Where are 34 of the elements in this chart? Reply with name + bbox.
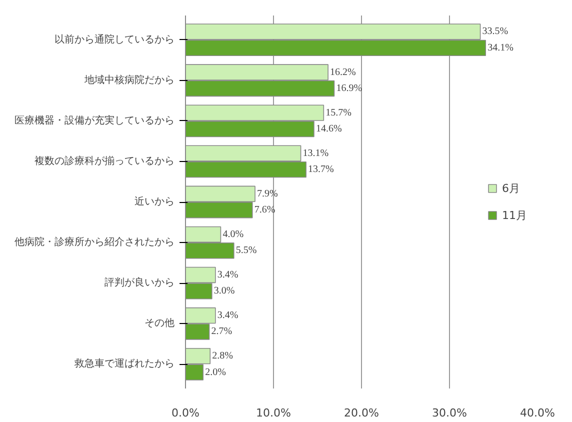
x-tick-label: 30.0% [432,406,467,420]
data-label: 2.7% [211,326,232,338]
data-label: 3.0% [214,286,235,297]
data-label: 16.9% [336,82,362,94]
x-tick-label: 40.0% [520,406,555,420]
legend-label: 6月 [502,180,521,196]
y-tick-label: 複数の診療科が揃っているから [34,154,174,167]
x-tick-label: 20.0% [344,406,379,420]
y-tick-label: 近いから [134,196,174,208]
data-label: 3.4% [217,310,238,322]
data-label: 34.1% [488,42,514,54]
data-label: 3.4% [217,269,238,280]
data-label: 16.2% [330,66,356,78]
data-label: 5.5% [236,245,257,256]
y-tick-label: 救急車で運ばれたから [74,358,174,370]
data-label: 13.7% [308,164,334,176]
x-tick-label: 10.0% [256,406,291,420]
data-label: 7.6% [254,204,276,216]
y-tick-label: 他病院・診療所から紹介されたから [14,236,174,248]
data-label: 4.0% [222,228,244,240]
data-label: 33.5% [482,26,508,38]
data-label: 7.9% [257,188,278,200]
y-tick-label: 地域中核病院だから [84,74,174,86]
x-tick-label: 0.0% [172,406,200,420]
legend-label: 11月 [502,208,527,222]
data-label: 14.6% [316,124,342,135]
data-label: 13.1% [302,148,329,159]
y-tick-label: その他 [144,317,174,330]
data-label: 15.7% [326,107,352,118]
y-tick-label: 以前から通院しているから [54,33,174,46]
y-tick-label: 評判が良いから [104,276,174,289]
y-tick-label: 医療機器・設備が充実しているから [14,114,174,126]
data-label: 2.8% [212,350,233,362]
data-label: 2.0% [205,366,226,378]
